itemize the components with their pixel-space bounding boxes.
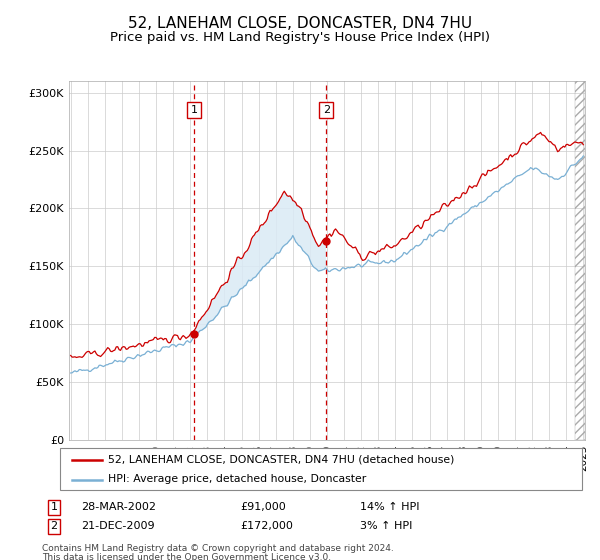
Text: 52, LANEHAM CLOSE, DONCASTER, DN4 7HU (detached house): 52, LANEHAM CLOSE, DONCASTER, DN4 7HU (d… [108,455,454,465]
Text: 28-MAR-2002: 28-MAR-2002 [81,502,156,512]
Text: £91,000: £91,000 [240,502,286,512]
Text: 1: 1 [50,502,58,512]
Text: 2: 2 [323,105,330,115]
Text: Contains HM Land Registry data © Crown copyright and database right 2024.: Contains HM Land Registry data © Crown c… [42,544,394,553]
Text: £172,000: £172,000 [240,521,293,531]
Text: 2: 2 [50,521,58,531]
Text: Price paid vs. HM Land Registry's House Price Index (HPI): Price paid vs. HM Land Registry's House … [110,31,490,44]
Text: 21-DEC-2009: 21-DEC-2009 [81,521,155,531]
Text: 14% ↑ HPI: 14% ↑ HPI [360,502,419,512]
Text: HPI: Average price, detached house, Doncaster: HPI: Average price, detached house, Donc… [108,474,366,484]
Text: 1: 1 [190,105,197,115]
Text: 3% ↑ HPI: 3% ↑ HPI [360,521,412,531]
Text: 52, LANEHAM CLOSE, DONCASTER, DN4 7HU: 52, LANEHAM CLOSE, DONCASTER, DN4 7HU [128,16,472,31]
Text: This data is licensed under the Open Government Licence v3.0.: This data is licensed under the Open Gov… [42,553,331,560]
